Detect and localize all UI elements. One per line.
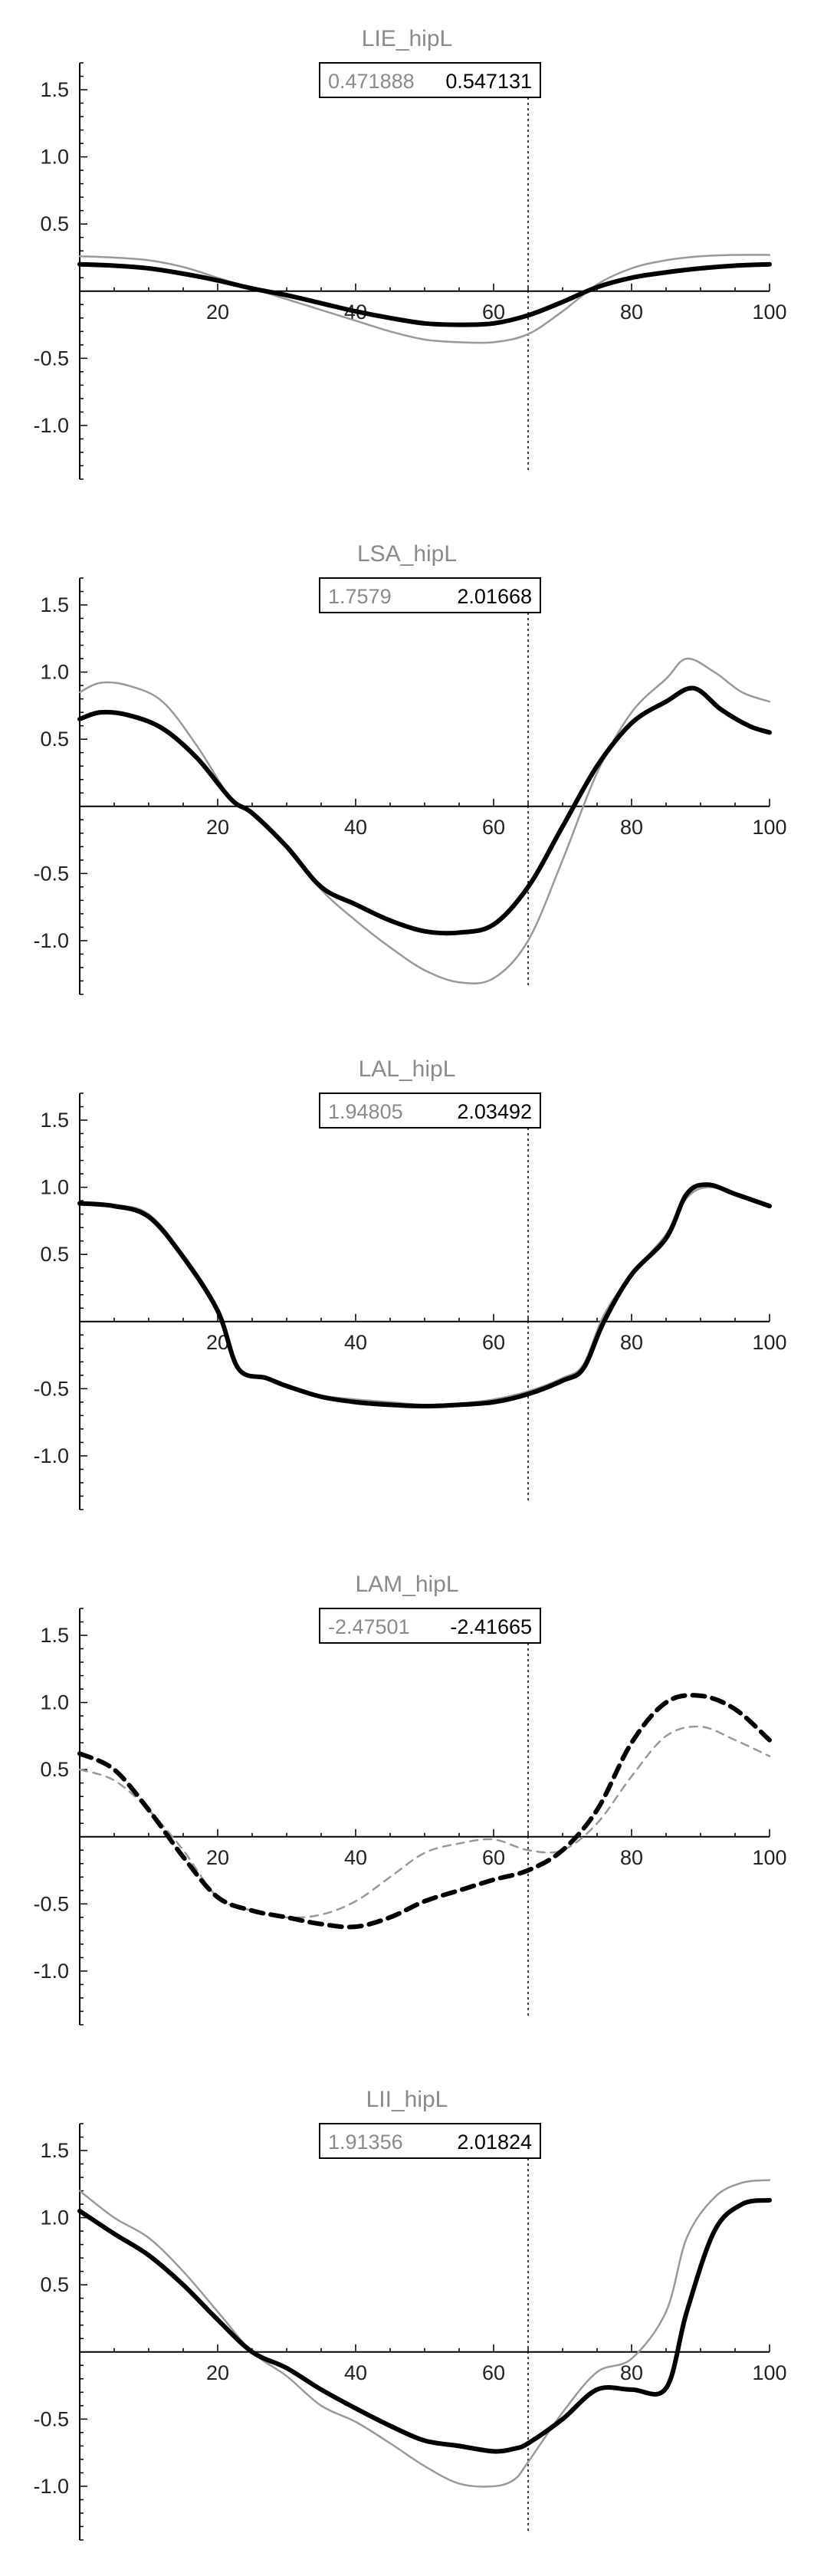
y-tick-label: 1.0	[40, 2206, 69, 2229]
series-line-1	[78, 1186, 771, 1406]
y-tick-label: 0.5	[40, 1758, 69, 1781]
x-tick-label: 100	[752, 816, 786, 839]
series-line-2	[77, 2197, 772, 2454]
x-tick-label: 20	[206, 816, 229, 839]
box-value-gray: 1.94805	[328, 1100, 403, 1123]
value-box	[319, 2123, 541, 2159]
series-line-2	[77, 1693, 772, 1930]
y-tick-label: 0.5	[40, 728, 69, 751]
chart-panel-5: LII_hipL 1.91356 2.01824 1.5 1.0 0.5 -0.5 -1.0 2…	[33, 2087, 787, 2541]
x-tick-label: 20	[206, 1846, 229, 1869]
series-line-1	[78, 1725, 771, 1919]
series-line-2	[77, 685, 772, 936]
box-value-black: 2.01824	[457, 2131, 532, 2154]
x-tick-label: 20	[206, 301, 229, 324]
y-tick-label: 1.0	[40, 661, 69, 684]
box-value-gray: 1.91356	[328, 2131, 403, 2154]
y-tick-label: 0.5	[40, 2273, 69, 2296]
y-tick-label: 0.5	[40, 212, 69, 235]
series-line-1	[78, 657, 771, 984]
y-tick-label: 1.5	[40, 1624, 69, 1647]
y-tick-label: -0.5	[33, 2407, 69, 2430]
x-tick-label: 40	[344, 1846, 367, 1869]
x-tick-label: 60	[482, 1331, 505, 1354]
chart-title: LAM_hipL	[355, 1572, 458, 1597]
x-tick-label: 100	[752, 301, 786, 324]
value-box	[319, 62, 541, 98]
chart-title: LII_hipL	[366, 2087, 448, 2112]
chart-title: LAL_hipL	[359, 1056, 456, 1082]
series-line-2	[77, 261, 772, 327]
y-tick-label: 1.5	[40, 1109, 69, 1132]
x-tick-label: 100	[752, 1331, 786, 1354]
chart-panel-2: LSA_hipL 1.7579 2.01668 1.5 1.0 0.5 -0.5 -1.0 20…	[33, 541, 787, 995]
value-box	[319, 1608, 541, 1644]
y-tick-label: -1.0	[33, 2475, 69, 2498]
y-tick-label: 1.0	[40, 146, 69, 169]
x-tick-label: 60	[482, 301, 505, 324]
chart-title: LSA_hipL	[357, 541, 457, 567]
y-tick-label: 1.5	[40, 2139, 69, 2162]
x-tick-label: 60	[482, 2361, 505, 2384]
x-tick-label: 40	[344, 1331, 367, 1354]
y-tick-label: -0.5	[33, 1377, 69, 1400]
y-tick-label: -1.0	[33, 1444, 69, 1467]
x-tick-label: 80	[620, 1331, 643, 1354]
y-tick-label: -0.5	[33, 1892, 69, 1915]
x-tick-label: 80	[620, 2361, 643, 2384]
box-value-gray: 1.7579	[328, 585, 392, 608]
y-tick-label: 1.0	[40, 1176, 69, 1199]
y-tick-label: -0.5	[33, 862, 69, 885]
y-tick-label: 0.5	[40, 1243, 69, 1266]
box-value-gray: 0.471888	[328, 70, 415, 93]
y-tick-label: -1.0	[33, 414, 69, 437]
y-tick-label: 1.0	[40, 1691, 69, 1714]
x-tick-label: 80	[620, 1846, 643, 1869]
series-line-2	[77, 1182, 772, 1409]
x-tick-label: 80	[620, 301, 643, 324]
box-value-black: 2.01668	[457, 585, 532, 608]
y-tick-label: 1.5	[40, 593, 69, 616]
box-value-gray: -2.47501	[328, 1615, 410, 1638]
x-tick-label: 40	[344, 816, 367, 839]
x-tick-label: 20	[206, 2361, 229, 2384]
box-value-black: 2.03492	[457, 1100, 532, 1123]
y-tick-label: -0.5	[33, 347, 69, 370]
series-line-1	[78, 2179, 771, 2488]
x-tick-label: 80	[620, 816, 643, 839]
y-tick-label: -1.0	[33, 1960, 69, 1983]
chart-panel-1: LIE_hipL 0.471888 0.547131 1.5 1.0 0.5 -0.5 -1.…	[33, 26, 787, 480]
box-value-black: 0.547131	[445, 70, 532, 93]
box-value-black: -2.41665	[450, 1615, 532, 1638]
x-tick-label: 100	[752, 1846, 786, 1869]
x-tick-label: 60	[482, 816, 505, 839]
y-tick-label: -1.0	[33, 929, 69, 952]
x-tick-label: 40	[344, 2361, 367, 2384]
value-box	[319, 577, 541, 613]
series-line-1	[78, 254, 771, 344]
x-tick-label: 100	[752, 2361, 786, 2384]
value-box	[319, 1092, 541, 1129]
x-tick-label: 60	[482, 1846, 505, 1869]
chart-title: LIE_hipL	[362, 26, 452, 51]
chart-panel-4: LAM_hipL -2.47501 -2.41665 1.5 1.0 0.5 -0.5 -1.…	[33, 1572, 787, 2026]
y-tick-label: 1.5	[40, 78, 69, 101]
